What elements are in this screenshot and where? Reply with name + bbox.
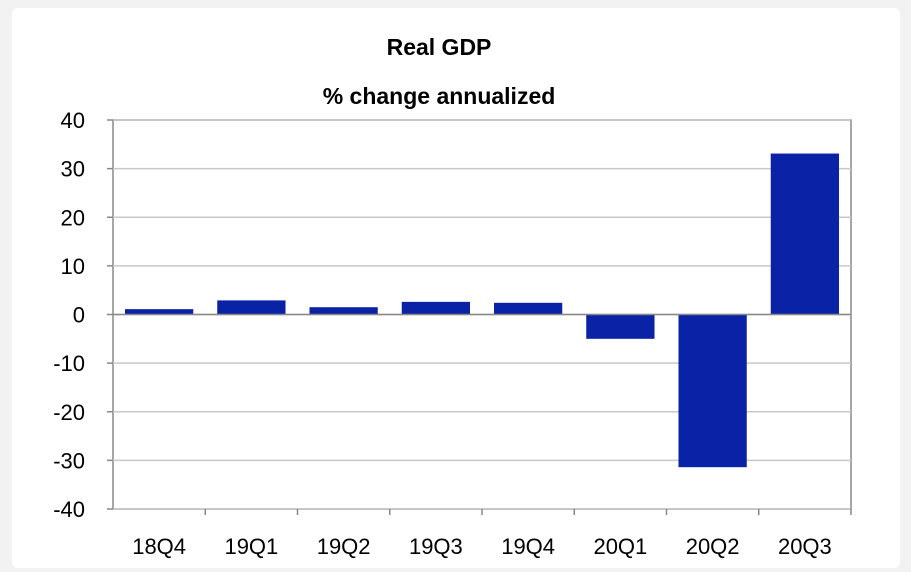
bar-19Q4 [493, 302, 563, 315]
bar-19Q2 [309, 307, 378, 315]
x-tick-label: 20Q1 [593, 534, 647, 559]
x-tick-label: 19Q4 [501, 534, 555, 559]
x-tick-label: 18Q4 [132, 534, 186, 559]
x-tick-label: 19Q2 [317, 534, 371, 559]
bar-20Q1 [586, 314, 655, 339]
x-axis-ticks: 18Q4 19Q1 19Q2 19Q3 19Q4 20Q1 20Q2 20Q3 [132, 509, 852, 559]
chart-subtitle: % change annualized [323, 83, 556, 109]
x-tick-label: 19Q1 [224, 534, 278, 559]
y-tick-label: -20 [53, 400, 85, 425]
y-tick-label: -40 [53, 497, 85, 522]
bar-20Q2 [678, 314, 747, 468]
y-tick-label: 0 [73, 303, 85, 328]
x-tick-label: 20Q2 [686, 534, 740, 559]
y-tick-label: -30 [53, 448, 85, 473]
bar-19Q3 [401, 301, 471, 315]
bar-20Q3 [770, 153, 840, 315]
bars [124, 153, 840, 468]
bar-19Q1 [217, 300, 286, 315]
y-tick-label: 20 [61, 205, 85, 230]
y-tick-label: 10 [61, 254, 85, 279]
y-tick-label: 40 [61, 108, 85, 133]
chart-title: Real GDP [387, 34, 492, 60]
y-tick-label: -10 [53, 351, 85, 376]
bar-18Q4 [124, 309, 194, 315]
x-tick-label: 20Q3 [778, 534, 832, 559]
x-tick-label: 19Q3 [409, 534, 463, 559]
y-tick-label: 30 [61, 157, 85, 182]
y-axis-ticks: 40 30 20 10 0 -10 -20 -30 -40 [53, 108, 113, 522]
